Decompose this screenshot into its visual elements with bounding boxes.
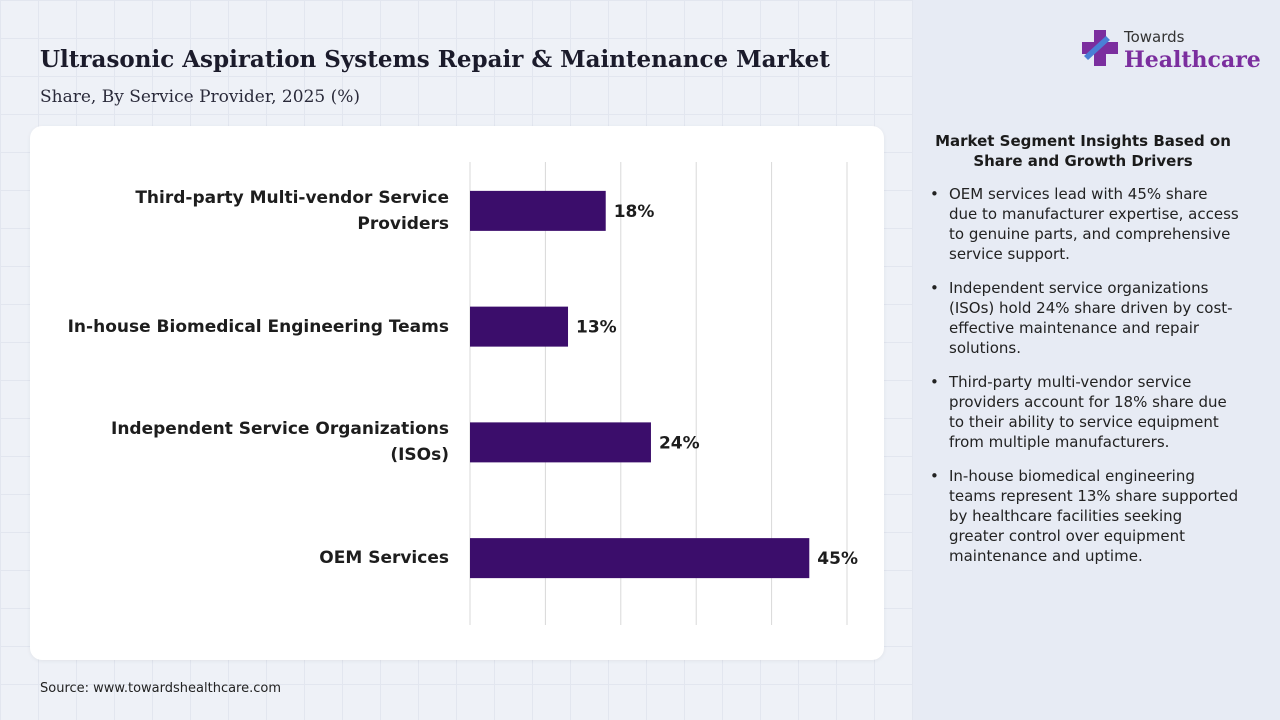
chart-card: 18% 13% 24% 45% Third-party Multi-vendor Se… — [30, 126, 884, 660]
subtitle: Share, By Service Provider, 2025 (%) — [40, 87, 361, 107]
value-label: 18% — [614, 202, 655, 222]
insights-list: OEM services lead with 45% share due to … — [930, 184, 1240, 580]
logo-text: Healthcare — [1124, 47, 1261, 73]
bar — [470, 190, 606, 231]
bar — [470, 538, 810, 579]
logo-text: Towards — [1124, 28, 1185, 46]
logo: Towards Healthcare — [1080, 28, 1261, 76]
value-label: 24% — [659, 433, 700, 453]
source: Source: www.towardshealthcare.com — [40, 681, 282, 696]
title: Ultrasonic Aspiration Systems Repair & M… — [40, 46, 830, 73]
category-label: In-house Biomedical Engineering Teams — [67, 316, 449, 337]
value-label: 45% — [817, 549, 858, 569]
insight-item: In-house biomedical engineering teams re… — [930, 466, 1240, 566]
category-label: Independent Service Organizations (ISOs) — [111, 419, 449, 466]
insights-title: Market Segment Insights Based on Share a… — [935, 132, 1231, 170]
value-label: 13% — [576, 318, 617, 338]
logo-stroke — [1084, 36, 1110, 60]
bar — [470, 306, 569, 347]
category-label: Third-party Multi-vendor Service Provide… — [135, 187, 449, 234]
category-label: OEM Services — [319, 548, 449, 569]
side-panel — [913, 0, 1280, 720]
insight-item: Independent service organizations (ISOs)… — [930, 278, 1240, 358]
logo-icon — [1082, 30, 1118, 66]
insight-item: OEM services lead with 45% share due to … — [930, 184, 1240, 264]
bar — [470, 422, 651, 463]
insight-item: Third-party multi-vendor service provide… — [930, 372, 1240, 452]
chart: 18% 13% 24% 45% — [469, 162, 858, 625]
